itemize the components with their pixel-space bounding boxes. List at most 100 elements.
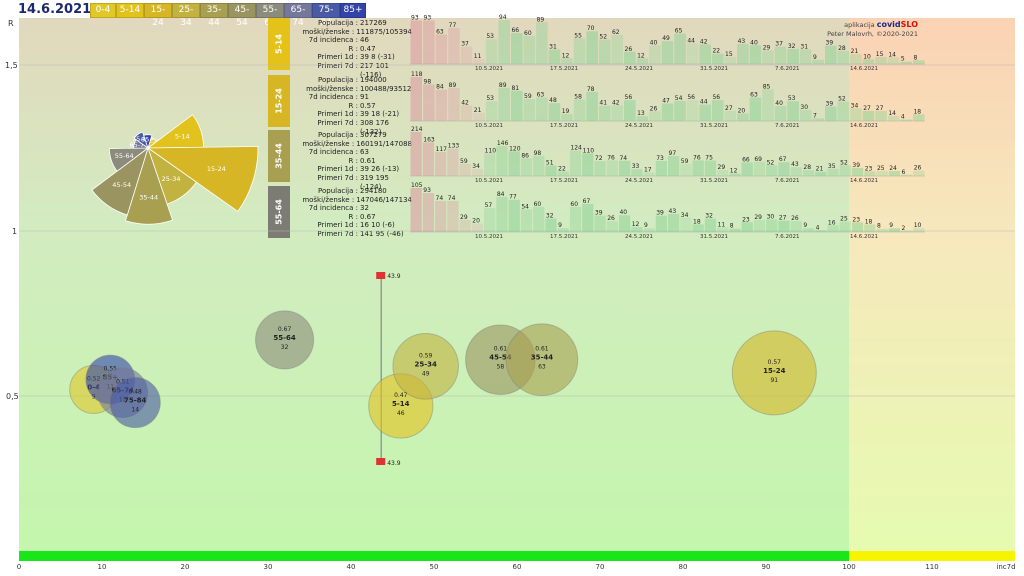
bubble-35-44[interactable] [505,323,579,397]
mini-bar-label: 63 [750,92,758,99]
mini-date-label: 31.5.2021 [700,178,728,184]
mini-bar-label: 13 [637,110,645,117]
mini-bar-label: 110 [485,147,497,154]
legend-item-65-74[interactable]: 65-74 [284,3,312,28]
stat-row: moški/ženske :160191/147088 [294,140,412,149]
group-label-55-64: 55-64 [268,186,290,238]
stat-value: 39 8 (-31) [360,53,395,62]
mini-bar-label: 37 [775,41,783,48]
mini-bar-label: 5 [901,56,905,63]
legend-item-85+[interactable]: 85+ [340,3,366,18]
rose-slice-5-14[interactable] [146,114,205,149]
mini-bar-label: 27 [725,105,733,112]
mini-bar [762,89,774,121]
bubble-75-84[interactable] [109,377,161,429]
mini-bar-label: 29 [718,164,726,171]
legend-item-75-84[interactable]: 75-84 [312,3,340,28]
mini-date-label: 7.6.2021 [775,123,800,129]
marker-bottom-label: 43.9 [387,460,401,467]
bubble-15-24[interactable] [731,330,817,416]
mini-bar-label: 42 [700,38,708,45]
mini-bar [862,59,875,64]
legend-item-0-4[interactable]: 0-4 [90,3,116,18]
mini-bar-label: 22 [712,48,720,55]
mini-bar [447,200,459,232]
mini-bar-label: 43 [791,161,799,168]
mini-bar [569,150,582,176]
mini-bar-label: 14 [888,51,896,58]
mini-bar-label: 67 [583,198,591,205]
r-tick-1: 1 [12,227,18,236]
stat-key: Primeri 1d : [317,53,358,62]
mini-bar [510,90,523,121]
mini-bar-label: 63 [537,92,545,99]
x-tick-80: 80 [678,563,688,571]
stat-value: 0.47 [360,44,376,53]
mini-bar-label: 25 [877,165,885,172]
bubble-r-label: 0.47 [394,392,408,399]
bubble-r-label: 0.48 [129,389,143,396]
mini-bar [762,50,774,64]
stat-key: Populacija : [318,19,358,27]
rose-slice-15-24[interactable] [146,146,259,212]
mini-bar-label: 84 [497,191,505,198]
mini-bar [741,162,753,176]
stat-row: Primeri 1d :39 18 (-21) [294,110,412,119]
mini-bar-label: 10 [863,53,871,60]
stat-key: Primeri 1d : [317,110,358,119]
legend-item-25-34[interactable]: 25-34 [172,3,200,28]
mini-date-label: 7.6.2021 [775,66,800,72]
rose-slice-85+[interactable] [143,134,153,150]
mini-bar-label: 59 [524,93,532,100]
mini-bar [423,20,435,64]
legend-item-5-14[interactable]: 5-14 [116,3,144,18]
legend-item-15-24[interactable]: 15-24 [144,3,172,28]
mini-bar-label: 53 [788,95,796,102]
mini-bar [459,219,471,232]
rose-slice-35-44[interactable] [124,146,174,225]
bubble-25-34[interactable] [392,333,459,400]
mini-bar-label: 28 [838,45,846,52]
stat-value: 0.67 [360,212,376,221]
mini-bar [448,87,460,121]
stat-value: 16 10 (-6) [360,221,395,230]
stat-value: 308 176 (-132) [360,118,389,136]
bubble-55-64[interactable] [255,310,315,370]
mini-bar [912,60,925,64]
mini-bar-label: 42 [612,99,620,106]
mini-bar [561,58,573,64]
mini-bar-label: 117 [436,146,448,153]
mini-bar [680,217,692,232]
mini-bar [649,111,661,121]
mini-bar-label: 31 [549,43,557,50]
mini-bar [741,222,753,232]
legend-item-35-44[interactable]: 35-44 [200,3,228,28]
mini-bar [471,223,484,232]
stat-value: 0.61 [360,156,376,165]
mini-bar [460,46,473,64]
mini-bar [448,27,460,64]
rose-slice-75-84[interactable] [133,131,149,150]
legend-item-45-54[interactable]: 45-54 [228,3,256,28]
mini-bar-label: 48 [549,97,557,104]
bubble-group-label: 35-44 [531,354,554,362]
rose-slice-45-54[interactable] [91,146,149,216]
mini-bar [692,160,704,176]
mini-bar [887,57,900,64]
mini-bar [410,20,423,64]
mini-bar [594,215,606,232]
mini-bar [724,110,737,121]
bubble-group-label: 75-84 [124,397,147,405]
mini-bar-label: 39 [852,162,860,169]
stat-key: Primeri 1d : [317,165,358,174]
mini-bar-label: 18 [913,108,921,115]
mini-bar-label: 60 [534,201,542,208]
mini-bar-label: 72 [595,155,603,162]
rose-slice-55-64[interactable] [108,147,150,172]
mini-bar [435,200,447,232]
mini-bar [680,163,692,176]
mini-bar-label: 29 [763,44,771,51]
x-tick-50: 50 [429,563,439,571]
mini-bar-label: 93 [423,187,431,194]
mini-bar-label: 53 [486,33,494,40]
